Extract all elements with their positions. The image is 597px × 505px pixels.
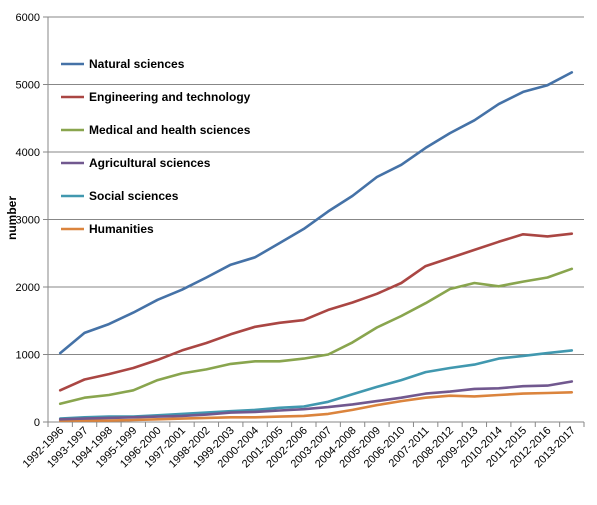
y-axis-ticks: 0 1000 2000 3000 4000 5000 6000 — [16, 12, 48, 429]
y-tick-label: 5000 — [16, 80, 40, 92]
legend-entry: Social sciences — [89, 189, 179, 203]
legend-entry: Medical and health sciences — [89, 123, 251, 137]
series-line-1 — [58, 232, 574, 392]
y-tick-label: 4000 — [16, 147, 40, 159]
y-axis-title: number — [5, 196, 19, 240]
series-line-0 — [58, 71, 574, 355]
legend-entry: Humanities — [89, 222, 154, 236]
legend-entry: Engineering and technology — [89, 90, 251, 104]
series-lines — [58, 71, 574, 422]
series-line-2 — [58, 267, 574, 406]
y-tick-label: 1000 — [16, 350, 40, 362]
legend-entry: Agricultural sciences — [89, 156, 211, 170]
y-tick-label: 2000 — [16, 282, 40, 294]
series-line-3 — [58, 380, 574, 421]
y-tick-label: 0 — [34, 417, 40, 429]
series-line-5 — [58, 390, 574, 422]
y-tick-label: 6000 — [16, 12, 40, 24]
y-tick-label: 3000 — [16, 215, 40, 227]
x-axis-ticks: 1992-19961993-19971994-19981995-19991996… — [21, 422, 585, 470]
legend: Natural sciences Engineering and technolo… — [61, 57, 251, 236]
legend-entry: Natural sciences — [89, 57, 185, 71]
